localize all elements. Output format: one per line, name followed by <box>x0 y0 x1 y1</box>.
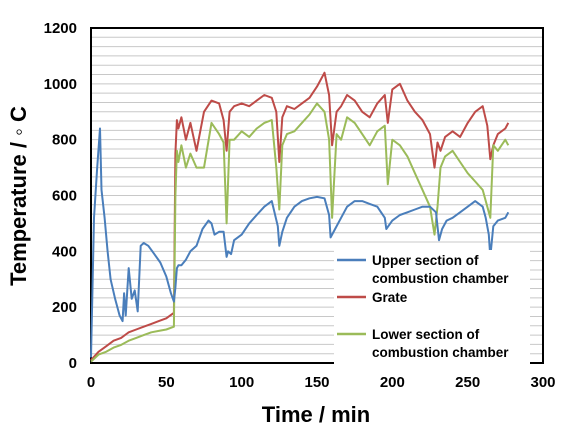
x-tick-label: 100 <box>229 374 254 391</box>
legend-label-lower-line2: combustion chamber <box>372 345 509 360</box>
y-tick-label: 800 <box>52 132 77 149</box>
legend-label-lower-line1: Lower section of <box>372 327 480 342</box>
x-tick-label: 0 <box>87 374 95 391</box>
x-axis-title: Time / min <box>262 402 370 427</box>
series-layer <box>90 71 510 363</box>
y-tick-labels: 0 200 400 600 800 1000 1200 <box>44 20 77 372</box>
y-axis-title: Temperature / ◦ C <box>6 106 31 286</box>
y-tick-label: 1200 <box>44 20 77 37</box>
y-tick-label: 600 <box>52 188 77 205</box>
x-tick-labels: 0 50 100 150 200 250 300 <box>87 374 556 391</box>
x-tick-label: 300 <box>530 374 555 391</box>
x-tick-label: 200 <box>380 374 405 391</box>
y-tick-label: 1000 <box>44 76 77 93</box>
x-tick-label: 50 <box>158 374 175 391</box>
y-tick-label: 0 <box>69 355 77 372</box>
x-tick-label: 150 <box>304 374 329 391</box>
legend-label-upper-line1: Upper section of <box>372 253 479 268</box>
y-tick-label: 400 <box>52 243 77 260</box>
y-tick-label: 200 <box>52 299 77 316</box>
series-line-lower <box>90 102 510 363</box>
plot-area-frame <box>90 27 544 364</box>
legend-label-upper-line2: combustion chamber <box>372 271 509 286</box>
x-tick-label: 250 <box>455 374 480 391</box>
legend-label-grate: Grate <box>372 290 408 305</box>
legend: Upper section of combustion chamber Grat… <box>334 250 530 364</box>
series-line-upper <box>90 127 510 358</box>
legend-background <box>334 250 530 364</box>
